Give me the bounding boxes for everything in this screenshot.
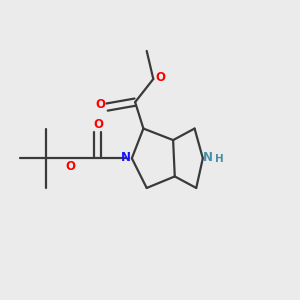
Text: O: O [66, 160, 76, 173]
Text: O: O [93, 118, 103, 131]
Text: N: N [121, 151, 131, 164]
Text: O: O [95, 98, 106, 111]
Text: H: H [215, 154, 224, 164]
Text: O: O [156, 71, 166, 84]
Text: N: N [203, 151, 213, 164]
